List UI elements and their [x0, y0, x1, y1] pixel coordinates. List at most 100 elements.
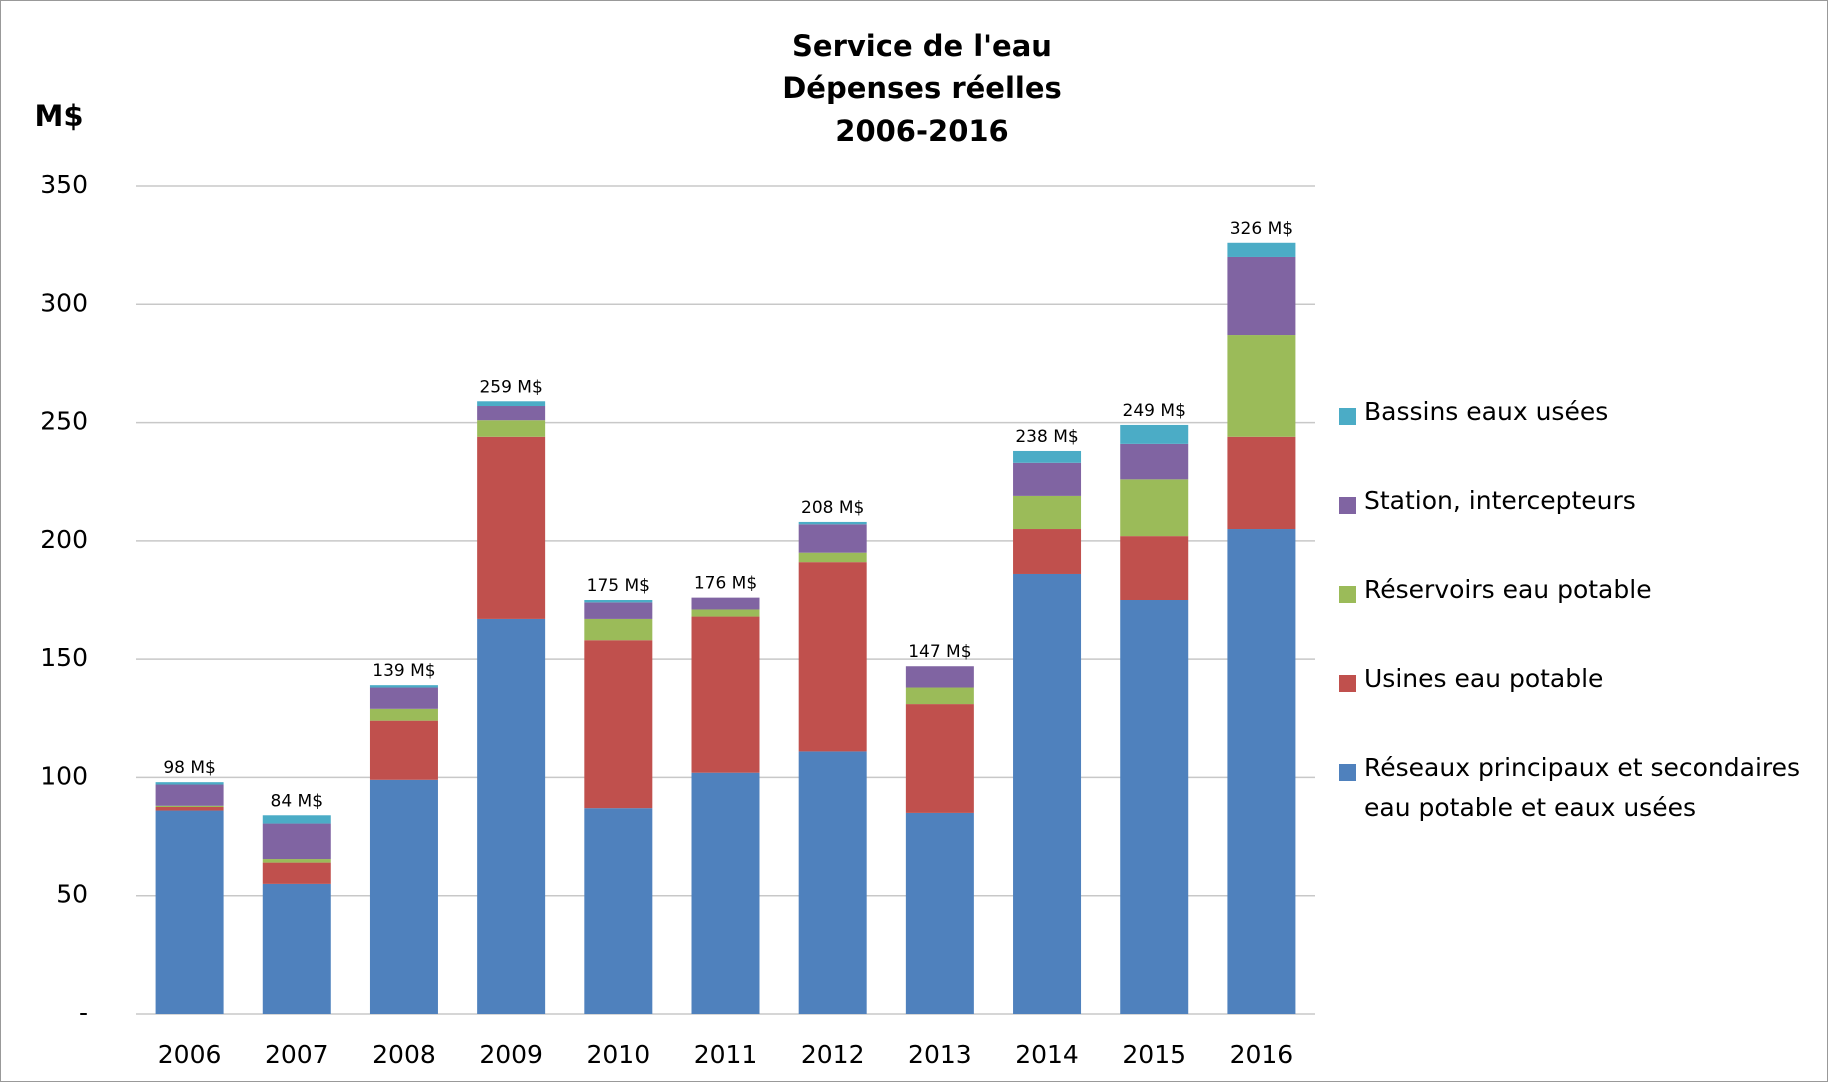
legend-label: Réservoirs eau potable	[1364, 575, 1652, 604]
bar-segment	[1227, 256, 1296, 336]
total-label: 84 M$	[271, 791, 324, 811]
x-tick-label: 2015	[1122, 1040, 1186, 1069]
legend-label: Station, intercepteurs	[1364, 486, 1636, 515]
bar-segment	[1227, 335, 1296, 437]
legend-item: Réseaux principaux et secondaires eau po…	[1339, 753, 1819, 846]
x-tick-label: 2010	[587, 1040, 651, 1069]
x-tick-label: 2007	[265, 1040, 329, 1069]
bar-segment	[584, 600, 653, 603]
bar-segment	[691, 772, 760, 1014]
legend-item: Réservoirs eau potable	[1339, 575, 1819, 668]
bar-segment	[155, 784, 224, 806]
y-tick-label: 100	[40, 761, 88, 790]
bar-segment	[477, 420, 546, 437]
legend: Bassins eaux usées Station, intercepteurs…	[1339, 397, 1819, 846]
bar-segment	[584, 808, 653, 1014]
bar-segment	[1227, 529, 1296, 1014]
bar-segment	[155, 782, 224, 785]
legend-swatch	[1339, 408, 1356, 425]
y-tick-label: 200	[40, 525, 88, 554]
legend-swatch	[1339, 764, 1356, 781]
bar-segment	[155, 805, 224, 807]
bar-segment	[1120, 479, 1189, 537]
x-tick-label: 2016	[1230, 1040, 1294, 1069]
y-axis-label: M$	[34, 99, 83, 133]
chart-title: Dépenses réelles	[782, 71, 1062, 105]
bar-segment	[1120, 443, 1189, 480]
bar-segment	[477, 406, 546, 421]
x-tick-label: 2008	[372, 1040, 436, 1069]
chart-title: 2006-2016	[835, 114, 1008, 148]
total-label: 139 M$	[372, 661, 435, 681]
bar-segment	[1120, 536, 1189, 600]
chart-title: Service de l'eau	[792, 29, 1052, 63]
y-tick-label: 50	[56, 880, 88, 909]
bar-segment	[262, 815, 331, 824]
total-label: 175 M$	[587, 576, 650, 596]
total-label: 238 M$	[1015, 427, 1078, 447]
bar-segment	[262, 859, 331, 863]
bar-segment	[155, 810, 224, 1014]
bar-segment	[584, 618, 653, 641]
total-label: 176 M$	[694, 574, 757, 594]
bar-segment	[798, 552, 867, 563]
legend-swatch	[1339, 497, 1356, 514]
bar-segment	[691, 597, 760, 610]
bar-segment	[1227, 436, 1296, 530]
legend-label: Usines eau potable	[1364, 664, 1604, 693]
bar-segment	[905, 666, 974, 688]
bar-segment	[369, 687, 438, 709]
y-tick-label: 350	[40, 170, 88, 199]
x-tick-label: 2014	[1015, 1040, 1079, 1069]
bar-segment	[1013, 573, 1082, 1014]
bar-segment	[262, 883, 331, 1014]
y-tick-label: 250	[40, 407, 88, 436]
bar-segment	[1013, 495, 1082, 530]
bar-segment	[798, 562, 867, 752]
legend-swatch	[1339, 586, 1356, 603]
legend-label: Bassins eaux usées	[1364, 397, 1609, 426]
x-tick-label: 2011	[694, 1040, 758, 1069]
total-label: 98 M$	[163, 758, 216, 778]
bar-segment	[369, 685, 438, 688]
bar-segment	[477, 436, 546, 619]
total-label: 249 M$	[1123, 401, 1186, 421]
bar-segment	[1013, 529, 1082, 574]
legend-item: Bassins eaux usées	[1339, 397, 1819, 490]
legend-item: Usines eau potable	[1339, 664, 1819, 757]
bar-segment	[691, 609, 760, 617]
y-tick-label: 300	[40, 288, 88, 317]
bar-segment	[477, 618, 546, 1014]
bar-segment	[369, 708, 438, 721]
legend-item: Station, intercepteurs	[1339, 486, 1819, 579]
bar-segment	[262, 823, 331, 860]
legend-label: Réseaux principaux et secondaires eau po…	[1364, 753, 1801, 822]
bar-segment	[691, 616, 760, 773]
bar-segment	[905, 704, 974, 813]
total-label: 147 M$	[908, 642, 971, 662]
x-tick-label: 2006	[158, 1040, 222, 1069]
bar-segment	[262, 862, 331, 884]
bar-segment	[798, 751, 867, 1014]
bar-segment	[584, 640, 653, 809]
bar-segment	[1227, 242, 1296, 257]
bar-segment	[369, 779, 438, 1014]
legend-swatch	[1339, 675, 1356, 692]
y-tick-label: 150	[40, 643, 88, 672]
bar-segment	[798, 524, 867, 553]
bar-segment	[477, 401, 546, 407]
bar-segment	[798, 521, 867, 525]
bar-segment	[584, 602, 653, 619]
total-label: 208 M$	[801, 498, 864, 518]
bar-segment	[1013, 462, 1082, 496]
bar-segment	[369, 720, 438, 780]
x-tick-label: 2009	[479, 1040, 543, 1069]
bar-segment	[905, 812, 974, 1014]
bar-segment	[155, 807, 224, 811]
y-tick-label: -	[79, 998, 88, 1027]
bar-segment	[1013, 450, 1082, 463]
total-label: 259 M$	[479, 377, 542, 397]
total-label: 326 M$	[1230, 219, 1293, 239]
